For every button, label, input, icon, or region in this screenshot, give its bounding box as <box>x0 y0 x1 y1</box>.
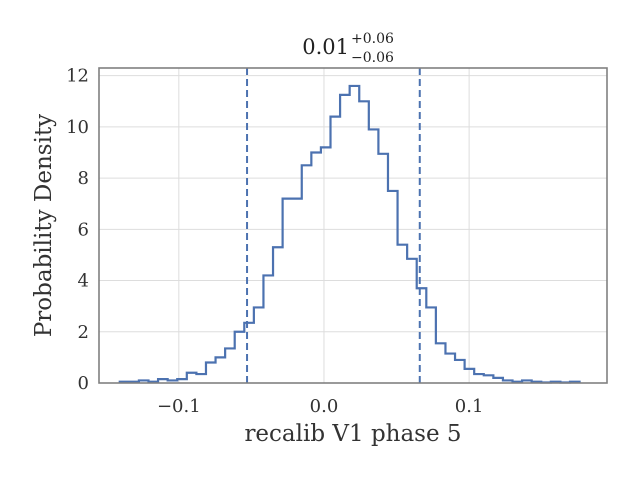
x-tick-label: 0.0 <box>310 396 339 417</box>
tick-labels: −0.1 0.0 0.1 0 2 4 6 8 10 12 <box>66 66 483 417</box>
y-tick-label: 8 <box>78 168 89 189</box>
y-tick-label: 6 <box>78 219 89 240</box>
y-tick-label: 12 <box>66 66 89 87</box>
x-tick-label: 0.1 <box>455 396 484 417</box>
y-tick-label: 4 <box>78 271 89 292</box>
histogram-step-line <box>118 84 581 384</box>
y-axis-label: Probability Density <box>31 114 57 337</box>
title-lower-error: −0.06 <box>351 50 394 66</box>
x-tick-label: −0.1 <box>157 396 201 417</box>
x-axis-label: recalib V1 phase 5 <box>244 421 461 447</box>
chart-title: 0.01 +0.06 −0.06 <box>302 31 394 66</box>
y-tick-label: 10 <box>66 117 89 138</box>
title-value: 0.01 <box>302 35 349 59</box>
plot-frame <box>98 67 608 384</box>
credible-interval-lines <box>246 68 421 383</box>
title-upper-error: +0.06 <box>351 31 394 47</box>
y-tick-label: 0 <box>78 373 89 394</box>
histogram <box>118 84 581 384</box>
y-tick-label: 2 <box>78 322 89 343</box>
grid <box>99 68 607 384</box>
